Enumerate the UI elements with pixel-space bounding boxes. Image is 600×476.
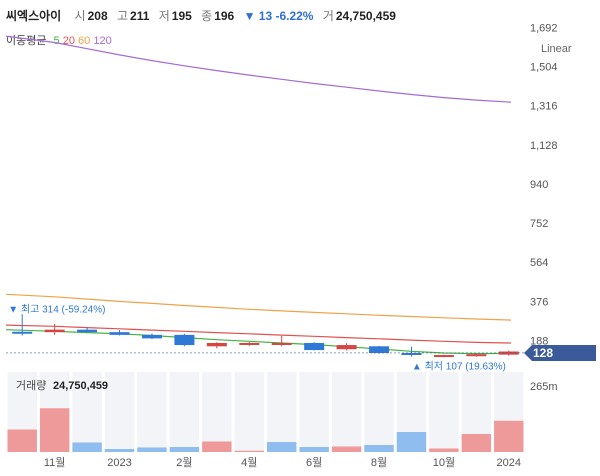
low-annotation: ▲ 최저 107 (19.63%) (412, 360, 506, 372)
volume-value: 24,750,459 (335, 9, 396, 23)
low-price: 195 (171, 9, 192, 23)
candle-body (109, 332, 130, 335)
price-tick-label: 1,504 (530, 62, 558, 74)
ma-60-label[interactable]: 60 (78, 35, 91, 47)
x-tick-label: 2024 (497, 457, 521, 469)
volume-bar (396, 432, 427, 452)
candle-body (433, 355, 454, 358)
volume-bar (137, 447, 167, 452)
volume-bar (104, 449, 135, 452)
high-label: 고 (116, 9, 129, 23)
volume-title: 거래량 (16, 379, 46, 392)
open-price: 208 (87, 9, 108, 23)
candle-body (206, 342, 227, 347)
candle-body (77, 329, 98, 333)
volume-bar (331, 446, 362, 452)
scale-mode-toggle[interactable]: Linear (541, 43, 572, 55)
stock-name: 씨엑스아이 (6, 9, 62, 23)
price-tick-label: 564 (530, 257, 548, 269)
high-annotation: ▼ 최고 314 (-59.24%) (8, 303, 105, 315)
price-tick-label: 752 (530, 218, 548, 230)
candle-body (239, 342, 260, 345)
x-tick-label: 8월 (371, 456, 387, 469)
volume-bar (234, 450, 264, 452)
close-price: 196 (214, 9, 235, 23)
ma-120-label[interactable]: 120 (93, 35, 112, 47)
volume-title-value: 24,750,459 (53, 380, 108, 392)
candle-body (369, 346, 390, 353)
price-tick-label: 1,128 (530, 140, 558, 152)
candle-body (174, 334, 195, 346)
volume-bar (202, 441, 232, 452)
low-label: 저 (158, 9, 170, 23)
x-tick-label: 10월 (433, 456, 455, 469)
high-price: 211 (130, 9, 150, 23)
x-tick-label: 11월 (44, 456, 66, 469)
x-tick-label: 2월 (176, 456, 192, 469)
volume-column-bg (72, 372, 102, 452)
candle-body (401, 352, 422, 355)
close-label: 종 (201, 9, 213, 23)
ma-5-label[interactable]: 5 (53, 35, 60, 47)
volume-column-bg (137, 372, 167, 452)
volume-bar (364, 445, 394, 452)
candle-body (498, 351, 519, 355)
x-tick-label: 4월 (241, 456, 257, 469)
volume-bar (72, 442, 102, 452)
open-label: 시 (74, 9, 86, 23)
moving-average-60-line (5, 293, 512, 321)
volume-column-bg (364, 372, 394, 452)
volume-label: 거 (322, 9, 334, 23)
candle-body (12, 331, 33, 334)
volume-bar (494, 420, 524, 452)
volume-bar (461, 434, 492, 452)
x-tick-label: 6월 (306, 456, 322, 469)
candle-body (141, 334, 162, 339)
candle-body (336, 345, 357, 350)
candle-body (271, 342, 292, 345)
volume-column-bg (234, 372, 264, 452)
moving-average-120-line (5, 35, 512, 103)
volume-bar (39, 408, 70, 452)
current-price-label: 128 (533, 346, 553, 360)
price-tick-label: 376 (530, 296, 548, 308)
ma-20-label[interactable]: 20 (62, 35, 75, 47)
volume-column-bg (331, 372, 362, 452)
volume-bar (7, 429, 37, 452)
volume-column-bg (104, 372, 135, 452)
volume-axis-label: 265m (530, 381, 558, 393)
candle-body (304, 342, 325, 351)
volume-bar (267, 442, 297, 452)
candle-body (44, 329, 65, 333)
volume-bar (429, 448, 459, 452)
current-price-tag (524, 344, 596, 361)
volume-column-bg (267, 372, 297, 452)
x-tick-label: 2023 (107, 457, 131, 469)
volume-column-bg (169, 372, 200, 452)
volume-bar (169, 447, 200, 452)
candle-body (466, 354, 487, 357)
volume-bar (299, 447, 329, 452)
moving-average-5-line (5, 329, 512, 355)
volume-column-bg (202, 372, 232, 452)
volume-column-bg (299, 372, 329, 452)
price-tick-label: 1,692 (530, 22, 558, 34)
volume-column-bg (429, 372, 459, 452)
price-tick-label: 940 (530, 179, 548, 191)
price-tick-label: 1,316 (530, 101, 558, 113)
price-change: ▼ 13 -6.22% (243, 9, 314, 23)
moving-average-20-line (5, 324, 512, 344)
price-tick-label: 188 (530, 335, 548, 347)
